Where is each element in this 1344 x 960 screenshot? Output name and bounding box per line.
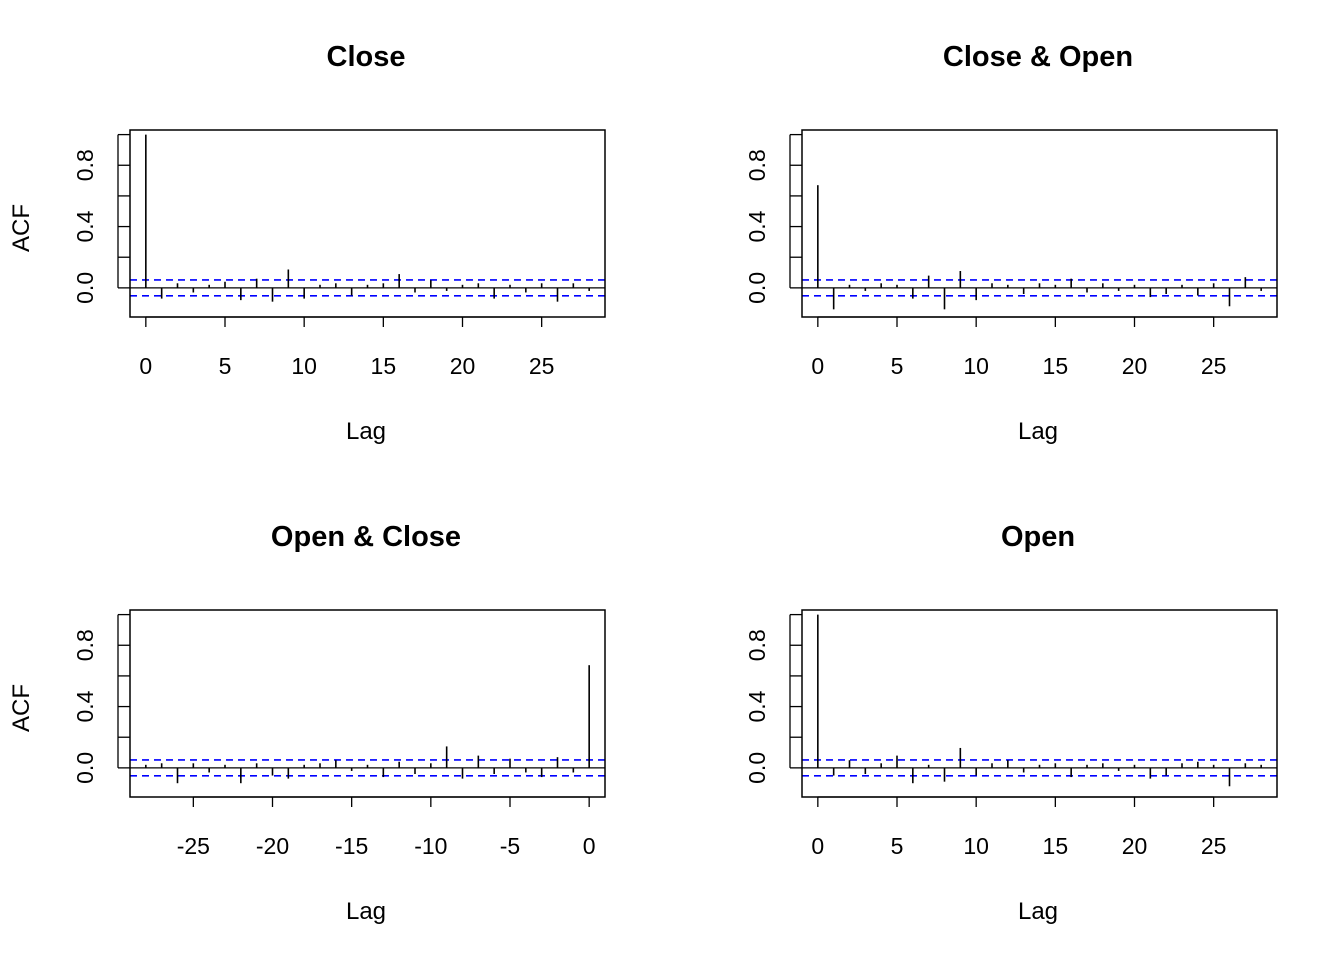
y-tick-label: 0.0	[744, 272, 770, 304]
acf-panel-close-open: Close & Open Lag 0 5 10 15 20 25 0.0 0.4 0.8	[744, 41, 1278, 445]
x-tick-label: 5	[219, 353, 232, 379]
y-tick-label: 0.8	[72, 629, 98, 661]
y-axis-label: ACF	[8, 684, 35, 732]
x-tick-label: -5	[500, 833, 520, 859]
panel-title: Open & Close	[271, 521, 461, 553]
x-tick-label: 0	[583, 833, 596, 859]
y-tick-label: 0.8	[744, 629, 770, 661]
y-tick-label: 0.0	[72, 752, 98, 784]
x-tick-label: 5	[891, 833, 904, 859]
x-tick-label: 25	[1201, 833, 1227, 859]
y-tick-label: 0.4	[744, 210, 770, 242]
x-tick-label: 20	[1122, 833, 1148, 859]
x-axis-label: Lag	[346, 418, 386, 445]
plot-frame	[129, 609, 606, 798]
x-tick-label: 15	[1043, 833, 1069, 859]
y-tick-label: 0.0	[72, 272, 98, 304]
panel-title: Close & Open	[943, 41, 1133, 73]
x-tick-label: 10	[963, 833, 989, 859]
acf-panel-open-close: Open & Close Lag ACF -25 -20 -15 -10 -5 0 0.0 0…	[8, 521, 606, 925]
y-tick-label: 0.4	[744, 690, 770, 722]
x-axis-label: Lag	[1018, 898, 1058, 925]
y-axis-label: ACF	[8, 204, 35, 252]
x-tick-label: 20	[1122, 353, 1148, 379]
y-tick-label: 0.8	[744, 149, 770, 181]
plot-frame	[129, 129, 606, 318]
acf-panel-close: Close Lag ACF 0 5 10 15 20 25 0.0 0.4 0.8	[8, 41, 606, 445]
x-tick-label: 0	[811, 833, 824, 859]
plot-frame	[801, 609, 1278, 798]
y-tick-label: 0.0	[744, 752, 770, 784]
x-tick-label: 10	[963, 353, 989, 379]
panel-title: Open	[1001, 521, 1075, 553]
x-tick-label: -15	[335, 833, 368, 859]
plot-frame	[801, 129, 1278, 318]
x-axis-label: Lag	[346, 898, 386, 925]
panel-title: Close	[327, 41, 406, 73]
x-tick-label: 25	[1201, 353, 1227, 379]
x-axis-label: Lag	[1018, 418, 1058, 445]
y-tick-label: 0.4	[72, 210, 98, 242]
x-tick-label: 0	[139, 353, 152, 379]
y-tick-label: 0.8	[72, 149, 98, 181]
x-tick-label: 0	[811, 353, 824, 379]
x-tick-label: 20	[450, 353, 476, 379]
x-tick-label: 15	[371, 353, 397, 379]
x-tick-label: -20	[256, 833, 289, 859]
x-tick-label: 10	[291, 353, 317, 379]
x-tick-label: -10	[414, 833, 447, 859]
y-tick-label: 0.4	[72, 690, 98, 722]
x-tick-label: -25	[177, 833, 210, 859]
acf-panel-open: Open Lag 0 5 10 15 20 25 0.0 0.4 0.8	[744, 521, 1278, 925]
x-tick-label: 25	[529, 353, 555, 379]
x-tick-label: 5	[891, 353, 904, 379]
x-tick-label: 15	[1043, 353, 1069, 379]
